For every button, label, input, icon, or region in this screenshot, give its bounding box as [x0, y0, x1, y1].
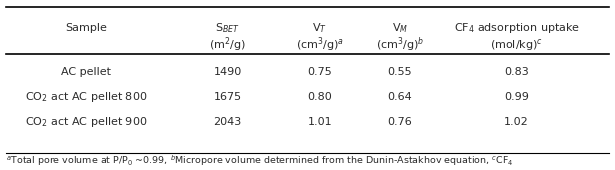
Text: (cm$^{3}$/g)$^{a}$: (cm$^{3}$/g)$^{a}$	[296, 36, 344, 54]
Text: CO$_{2}$ act AC pellet 900: CO$_{2}$ act AC pellet 900	[25, 115, 148, 129]
Text: 0.83: 0.83	[504, 67, 529, 77]
Text: CO$_{2}$ act AC pellet 800: CO$_{2}$ act AC pellet 800	[25, 90, 148, 104]
Text: 2043: 2043	[213, 117, 242, 126]
Text: (m$^{2}$/g): (m$^{2}$/g)	[209, 36, 246, 54]
Text: 1.01: 1.01	[308, 117, 332, 126]
Text: (cm$^{3}$/g)$^{b}$: (cm$^{3}$/g)$^{b}$	[376, 36, 424, 54]
Text: 0.55: 0.55	[387, 67, 412, 77]
Text: (mol/kg)$^{c}$: (mol/kg)$^{c}$	[490, 37, 543, 53]
Text: 1675: 1675	[213, 92, 242, 102]
Text: AC pellet: AC pellet	[61, 67, 111, 77]
Text: 0.76: 0.76	[387, 117, 412, 126]
Text: 0.64: 0.64	[387, 92, 412, 102]
Text: $^{a}$Total pore volume at P/P$_{0}$ ~0.99, $^{b}$Micropore volume determined fr: $^{a}$Total pore volume at P/P$_{0}$ ~0.…	[6, 153, 514, 168]
Text: V$_{T}$: V$_{T}$	[312, 21, 327, 35]
Text: 1.02: 1.02	[504, 117, 529, 126]
Text: 0.80: 0.80	[308, 92, 332, 102]
Text: V$_{M}$: V$_{M}$	[392, 21, 408, 35]
Text: CF$_{4}$ adsorption uptake: CF$_{4}$ adsorption uptake	[454, 21, 579, 35]
Text: 0.75: 0.75	[308, 67, 332, 77]
Text: 0.99: 0.99	[504, 92, 529, 102]
Text: Sample: Sample	[65, 23, 107, 33]
Text: S$_{BET}$: S$_{BET}$	[215, 21, 240, 35]
Text: 1490: 1490	[213, 67, 242, 77]
